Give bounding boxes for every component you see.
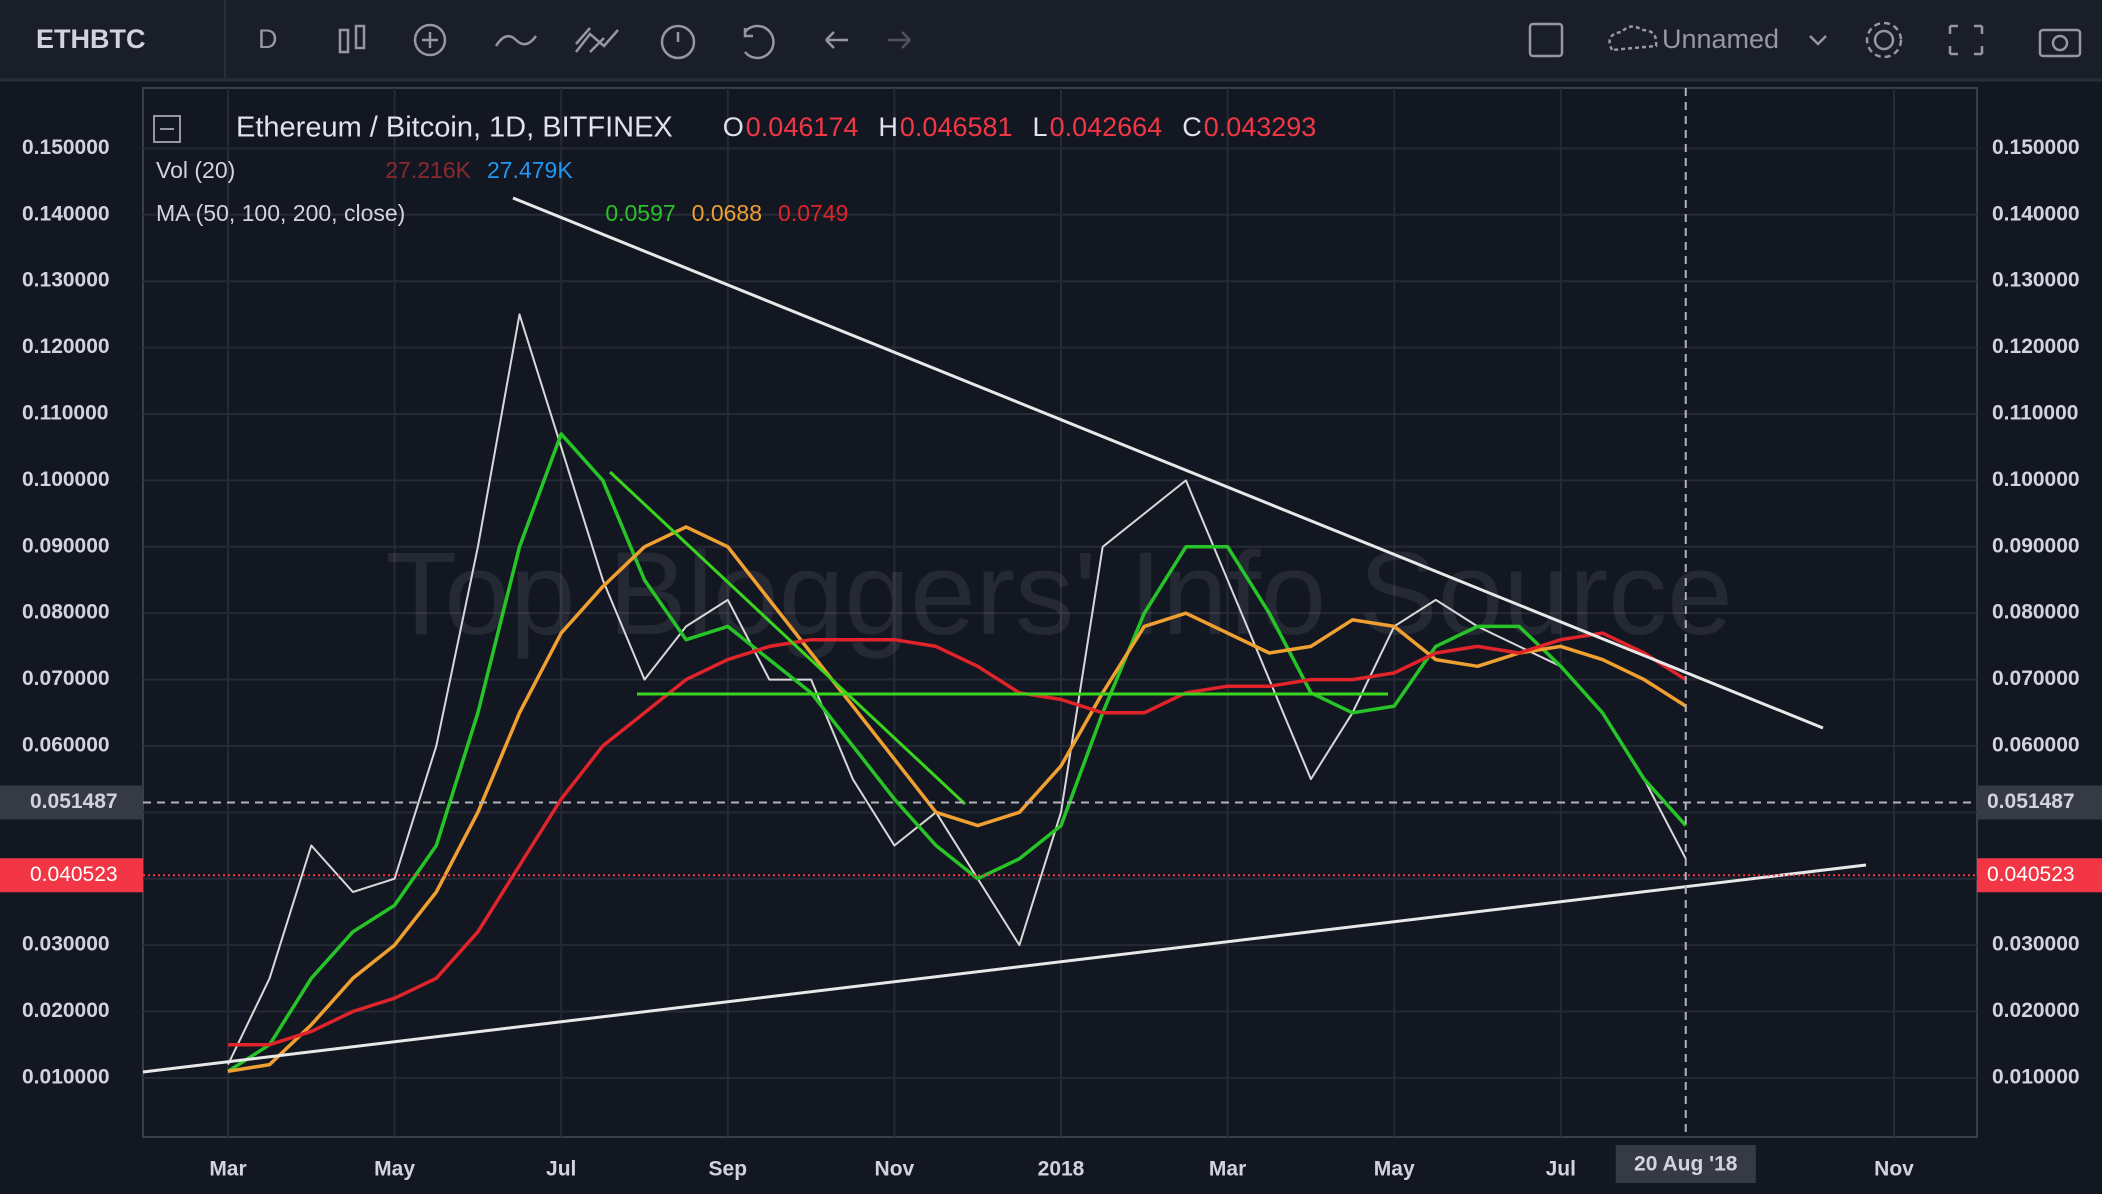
watermark: Top Bloggers' Info Source xyxy=(385,528,1733,660)
symbol-button[interactable]: ETHBTC xyxy=(36,24,146,54)
y-tick-label: 0.130000 xyxy=(22,269,110,292)
x-tick-label: Nov xyxy=(1874,1158,1914,1181)
x-tick-label: Sep xyxy=(709,1158,748,1181)
crosshair-y-label: 0.051487 xyxy=(1987,790,2075,813)
y-tick-label: 0.130000 xyxy=(1992,269,2080,292)
interval-button[interactable]: D xyxy=(258,24,278,54)
chart-type-button[interactable] xyxy=(338,24,366,54)
ohlc-key: H xyxy=(878,112,898,142)
y-tick-label: 0.010000 xyxy=(22,1065,110,1088)
layout-dropdown[interactable] xyxy=(1809,35,1827,46)
ma-line xyxy=(228,631,1687,1047)
screenshot-button[interactable] xyxy=(2038,28,2082,58)
y-tick-label: 0.090000 xyxy=(1992,534,2080,557)
chart-title: Ethereum / Bitcoin, 1D, BITFINEX xyxy=(236,112,673,144)
templates-button[interactable] xyxy=(575,27,619,53)
toolbar xyxy=(0,0,2102,80)
y-tick-label: 0.020000 xyxy=(22,999,110,1022)
y-tick-label: 0.090000 xyxy=(22,534,110,557)
x-tick-label: Mar xyxy=(1209,1158,1246,1181)
y-tick-label: 0.100000 xyxy=(1992,468,2080,491)
x-tick-label: Mar xyxy=(209,1158,246,1181)
y-tick-label: 0.150000 xyxy=(22,136,110,159)
ohlc-key: C xyxy=(1182,112,1202,142)
y-tick-label: 0.120000 xyxy=(1992,335,2080,358)
y-tick-label: 0.080000 xyxy=(1992,601,2080,624)
y-tick-label: 0.140000 xyxy=(22,202,110,225)
ma-line xyxy=(227,525,1687,1074)
last-price-label: 0.040523 xyxy=(1987,863,2075,886)
ohlc-key: O xyxy=(723,112,744,142)
crosshair-y-box xyxy=(1977,785,2102,820)
ohlc-value: 0.042664 xyxy=(1050,112,1163,142)
last-price-box xyxy=(1977,858,2102,893)
ma-value: 0.0597 xyxy=(605,200,675,226)
legend: Ethereum / Bitcoin, 1D, BITFINEX O 0.04617… xyxy=(153,112,1317,226)
trend-line[interactable] xyxy=(142,863,1867,1074)
x-tick-label: May xyxy=(374,1158,415,1181)
last-price-box xyxy=(0,858,143,893)
cloud-icon xyxy=(1608,25,1658,52)
trend-line[interactable] xyxy=(512,196,1824,730)
fullscreen-button[interactable] xyxy=(1948,24,1984,56)
ohlc-value: 0.046581 xyxy=(900,112,1013,142)
trend-line[interactable] xyxy=(608,470,967,806)
y-tick-label: 0.010000 xyxy=(1992,1065,2080,1088)
replay-button[interactable] xyxy=(743,24,775,60)
crosshair-x-box xyxy=(1615,1145,1756,1183)
ohlc-value: 0.046174 xyxy=(746,112,859,142)
ma-line xyxy=(227,432,1688,1073)
y-tick-label: 0.070000 xyxy=(22,667,110,690)
ohlc-value: 0.043293 xyxy=(1204,112,1317,142)
x-tick-label: May xyxy=(1374,1158,1415,1181)
y-tick-label: 0.030000 xyxy=(1992,933,2080,956)
y-tick-label: 0.100000 xyxy=(22,468,110,491)
indicators-button[interactable] xyxy=(494,34,538,47)
crosshair-y-label: 0.051487 xyxy=(30,790,118,813)
y-tick-label: 0.030000 xyxy=(22,933,110,956)
ma-label: MA (50, 100, 200, close) xyxy=(156,200,405,226)
crosshair-x-label: 20 Aug '18 xyxy=(1634,1153,1738,1176)
y-tick-label: 0.080000 xyxy=(22,601,110,624)
fullscreen-toggle[interactable] xyxy=(1528,22,1564,58)
undo-button[interactable] xyxy=(825,31,848,49)
y-tick-label: 0.150000 xyxy=(1992,136,2080,159)
y-tick-label: 0.070000 xyxy=(1992,667,2080,690)
alert-button[interactable] xyxy=(660,24,696,60)
redo-button[interactable] xyxy=(888,31,911,49)
last-price-label: 0.040523 xyxy=(30,863,118,886)
x-tick-label: Jul xyxy=(1546,1158,1576,1181)
price-line xyxy=(227,313,1687,1066)
volume-label: Vol (20) xyxy=(156,157,235,183)
ma-value: 0.0749 xyxy=(778,200,848,226)
y-tick-label: 0.110000 xyxy=(1992,402,2078,425)
x-tick-label: 2018 xyxy=(1038,1158,1085,1181)
ma-value: 0.0688 xyxy=(692,200,762,226)
collapse-button[interactable] xyxy=(153,115,181,143)
overlay: 20 Aug '18 0.040523 0.051487 0.040523 0.0514… xyxy=(0,88,2102,1183)
y-tick-label: 0.120000 xyxy=(22,335,110,358)
volume-value: 27.216K xyxy=(385,157,471,183)
compare-button[interactable] xyxy=(413,23,447,57)
y-tick-label: 0.110000 xyxy=(22,402,108,425)
volume-value: 27.479K xyxy=(487,157,573,183)
settings-button[interactable] xyxy=(1865,21,1903,59)
marks xyxy=(227,313,1688,1074)
crosshair-y-box xyxy=(0,785,143,820)
layout-name[interactable]: Unnamed xyxy=(1662,24,1779,54)
y-tick-label: 0.020000 xyxy=(1992,999,2080,1022)
ohlc-key: L xyxy=(1033,112,1048,142)
x-tick-label: Nov xyxy=(875,1158,915,1181)
y-tick-label: 0.060000 xyxy=(22,733,110,756)
drawings xyxy=(142,196,1867,1074)
y-tick-label: 0.060000 xyxy=(1992,733,2080,756)
x-tick-label: Jul xyxy=(546,1158,576,1181)
y-tick-label: 0.140000 xyxy=(1992,202,2080,225)
